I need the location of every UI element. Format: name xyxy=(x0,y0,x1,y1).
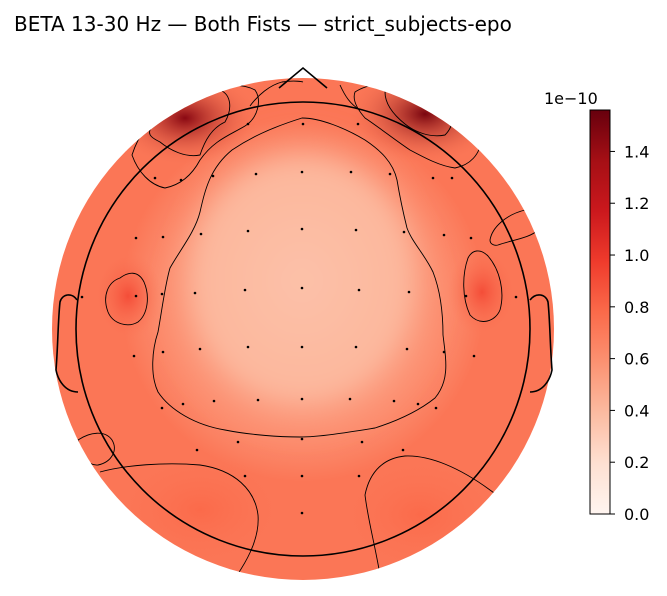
sensor-dot xyxy=(254,172,258,176)
sensor-dot xyxy=(416,402,420,406)
sensor-dot xyxy=(348,397,352,401)
sensor-dot xyxy=(300,286,304,290)
central-plateau xyxy=(154,118,450,443)
sensor-dot xyxy=(199,232,203,236)
sensor-dot xyxy=(212,399,216,403)
sensor-dot xyxy=(153,176,157,180)
sensor-dot xyxy=(160,406,164,410)
sensor-dot xyxy=(211,174,215,178)
head-outline xyxy=(55,66,553,557)
right-ear xyxy=(529,294,553,393)
sensor-dot xyxy=(246,229,250,233)
colorbar-tick-label: 0.0 xyxy=(624,505,649,524)
sensor-dot xyxy=(246,345,250,349)
sensor-dot xyxy=(357,288,361,292)
colorbar-tick-label: 1.4 xyxy=(624,142,649,161)
left-frontal-peak xyxy=(110,78,260,166)
right-temporal-peak xyxy=(448,248,516,336)
sensor-dot xyxy=(349,170,353,174)
sensor-dot xyxy=(405,347,409,351)
sensor-dot xyxy=(472,354,476,358)
sensor-dot xyxy=(354,345,358,349)
sensor-dot xyxy=(301,122,305,126)
colorbar-tick-label: 0.8 xyxy=(624,298,649,317)
sensor-dot xyxy=(431,176,435,180)
topomap-field xyxy=(52,78,554,580)
contour-right-occipital-inner xyxy=(364,494,381,576)
nose xyxy=(278,66,328,89)
colorbar-tick-label: 0.6 xyxy=(624,350,649,369)
head-circle xyxy=(75,101,531,557)
sensor-dot xyxy=(161,350,165,354)
sensor-dot xyxy=(300,474,304,478)
sensor-dot xyxy=(256,398,260,402)
colorbar: 0.0 0.2 0.4 0.6 0.8 1.0 1.2 1.4 1e−10 xyxy=(544,89,649,524)
sensor-dot xyxy=(300,227,304,231)
sensor-dot xyxy=(388,172,392,176)
contour-right-temporal xyxy=(463,250,503,322)
contour-central xyxy=(152,117,447,438)
sensor-dot xyxy=(402,230,406,234)
sensor-dot xyxy=(434,406,438,410)
colorbar-tick-label: 1.2 xyxy=(624,194,649,213)
sensor-dot xyxy=(442,350,446,354)
contour-left-frontal-arc xyxy=(249,80,304,107)
sensor-dot xyxy=(514,295,518,299)
sensor-dot xyxy=(360,440,364,444)
sensor-dot xyxy=(300,511,304,515)
sensor-dot xyxy=(401,448,405,452)
sensor-dot xyxy=(450,176,454,180)
contour-left-temporal xyxy=(105,272,148,326)
sensor-dot xyxy=(179,178,183,182)
sensor-dot xyxy=(198,347,202,351)
sensor-dot xyxy=(300,345,304,349)
sensor-dot xyxy=(160,292,164,296)
sensor-dot xyxy=(195,448,199,452)
sensor-dot xyxy=(236,440,240,444)
left-ear xyxy=(55,294,79,393)
sensor-dot xyxy=(442,233,446,237)
sensor-dot xyxy=(392,399,396,403)
sensor-dot xyxy=(243,288,247,292)
right-frontal-peak xyxy=(347,78,503,164)
sensor-dot xyxy=(80,295,84,299)
sensor-dot xyxy=(356,122,360,126)
sensor-dot xyxy=(134,294,138,298)
sensor-markers xyxy=(80,122,518,515)
colorbar-scale-label: 1e−10 xyxy=(544,89,598,108)
colorbar-tick-label: 0.4 xyxy=(624,401,649,420)
colorbar-gradient xyxy=(589,109,611,515)
contour-left-occipital xyxy=(99,463,259,580)
colorbar-tick-label: 0.2 xyxy=(624,453,649,472)
sensor-dot xyxy=(469,236,473,240)
left-temporal-peak xyxy=(94,252,162,340)
colorbar-ticks: 0.0 0.2 0.4 0.6 0.8 1.0 1.2 1.4 xyxy=(610,142,649,524)
sensor-dot xyxy=(243,474,247,478)
chart-title: BETA 13-30 Hz — Both Fists — strict_subj… xyxy=(14,12,512,36)
sensor-dot xyxy=(300,397,304,401)
sensor-dot xyxy=(181,402,185,406)
sensor-dot xyxy=(132,354,136,358)
sensor-dot xyxy=(161,235,165,239)
sensor-dot xyxy=(407,290,411,294)
colorbar-tick-label: 1.0 xyxy=(624,246,649,265)
sensor-dot xyxy=(193,291,197,295)
sensor-dot xyxy=(134,236,138,240)
sensor-dot xyxy=(357,474,361,478)
sensor-dot xyxy=(354,228,358,232)
sensor-dot xyxy=(246,122,250,126)
sensor-dot xyxy=(464,294,468,298)
sensor-dot xyxy=(300,437,304,441)
sensor-dot xyxy=(300,170,304,174)
